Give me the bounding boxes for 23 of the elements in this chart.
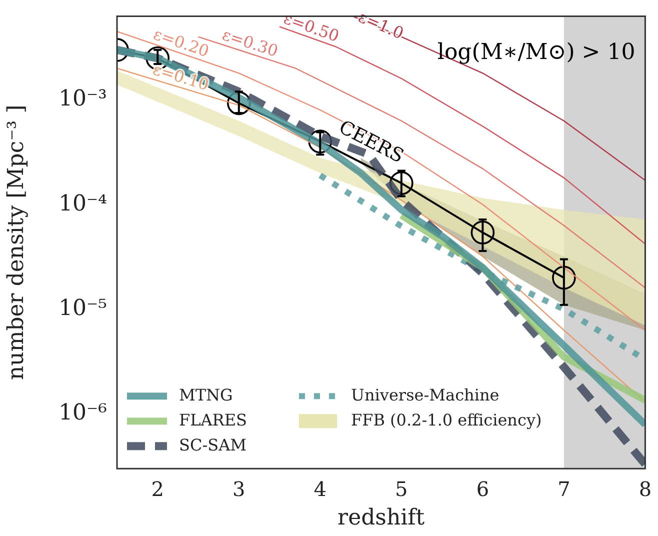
x-tick-label: 3 bbox=[232, 476, 246, 501]
y-tick-label: 10⁻⁵ bbox=[58, 296, 107, 321]
y-tick-label: 10⁻⁴ bbox=[58, 191, 108, 216]
legend-label: MTNG bbox=[179, 385, 233, 404]
legend-label: FFB (0.2-1.0 efficiency) bbox=[351, 410, 542, 430]
x-tick-label: 8 bbox=[638, 476, 652, 501]
annotation: log(M∗/M⊙) > 10 bbox=[437, 40, 636, 65]
text: ε=0.10 bbox=[150, 59, 212, 94]
x-tick-label: 4 bbox=[314, 476, 327, 501]
x-tick-label: 2 bbox=[151, 476, 164, 501]
y-tick-label: 10⁻⁶ bbox=[58, 400, 108, 426]
legend-label: FLARES bbox=[179, 410, 247, 430]
x-axis-title: redshift bbox=[338, 506, 425, 531]
legend-label: Universe-Machine bbox=[351, 385, 500, 404]
text: ε=0.50 bbox=[281, 8, 342, 46]
y-tick-label: 10⁻³ bbox=[58, 86, 107, 112]
x-tick-label: 7 bbox=[558, 476, 570, 501]
x-tick-label: 5 bbox=[395, 476, 408, 501]
y-axis-title: number density [Mpc⁻³ ] bbox=[4, 104, 29, 380]
text: ε=0.20 bbox=[151, 24, 212, 61]
legend-label: SC-SAM bbox=[179, 435, 247, 454]
text: ε=0.30 bbox=[220, 24, 280, 61]
x-tick-label: 6 bbox=[476, 476, 490, 501]
